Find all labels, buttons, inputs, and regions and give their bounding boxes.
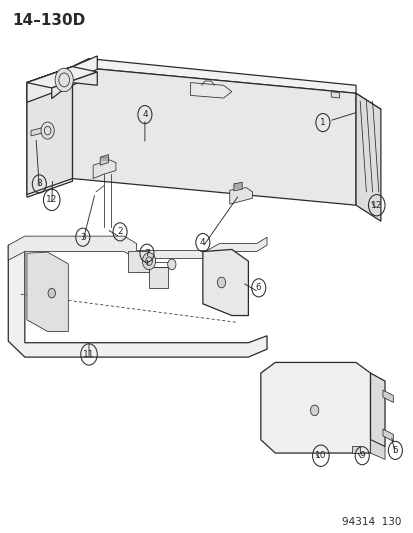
Circle shape [310, 405, 318, 416]
Circle shape [217, 277, 225, 288]
Polygon shape [149, 266, 167, 288]
Polygon shape [260, 362, 370, 453]
Polygon shape [202, 249, 248, 316]
Polygon shape [27, 67, 72, 197]
Polygon shape [382, 429, 392, 441]
Polygon shape [8, 245, 266, 357]
Text: 4: 4 [199, 238, 205, 247]
Text: 94314  130: 94314 130 [342, 516, 401, 527]
Polygon shape [351, 446, 359, 453]
Text: 4: 4 [142, 110, 147, 119]
Polygon shape [27, 67, 72, 102]
Polygon shape [382, 390, 392, 402]
Text: 7: 7 [144, 249, 150, 257]
Polygon shape [27, 59, 89, 102]
Text: 8: 8 [36, 180, 42, 188]
Polygon shape [27, 56, 97, 96]
Text: 2: 2 [117, 228, 123, 236]
Circle shape [142, 253, 155, 270]
Polygon shape [27, 67, 97, 88]
Circle shape [48, 288, 55, 298]
Polygon shape [72, 67, 380, 109]
Polygon shape [27, 67, 72, 195]
Text: 12: 12 [46, 196, 57, 204]
Polygon shape [52, 72, 97, 99]
Text: 14–130D: 14–130D [12, 13, 85, 28]
Text: 9: 9 [358, 451, 364, 460]
Polygon shape [8, 236, 266, 260]
Polygon shape [229, 188, 252, 204]
Polygon shape [72, 67, 355, 205]
Text: 11: 11 [83, 350, 95, 359]
Polygon shape [355, 93, 380, 221]
Polygon shape [370, 440, 384, 459]
Polygon shape [190, 83, 231, 98]
Polygon shape [93, 160, 116, 179]
Circle shape [55, 68, 73, 92]
Polygon shape [128, 251, 149, 272]
Polygon shape [31, 128, 41, 136]
Text: 6: 6 [255, 284, 261, 292]
Text: 5: 5 [392, 446, 397, 455]
Circle shape [41, 122, 54, 139]
Polygon shape [27, 252, 68, 332]
Circle shape [167, 259, 176, 270]
Text: 10: 10 [314, 451, 326, 460]
Polygon shape [330, 92, 339, 98]
Text: 12: 12 [370, 201, 382, 209]
Polygon shape [72, 59, 355, 96]
Polygon shape [370, 373, 384, 447]
Text: 3: 3 [80, 233, 85, 241]
Polygon shape [233, 182, 242, 191]
Text: 1: 1 [319, 118, 325, 127]
Polygon shape [100, 155, 108, 165]
